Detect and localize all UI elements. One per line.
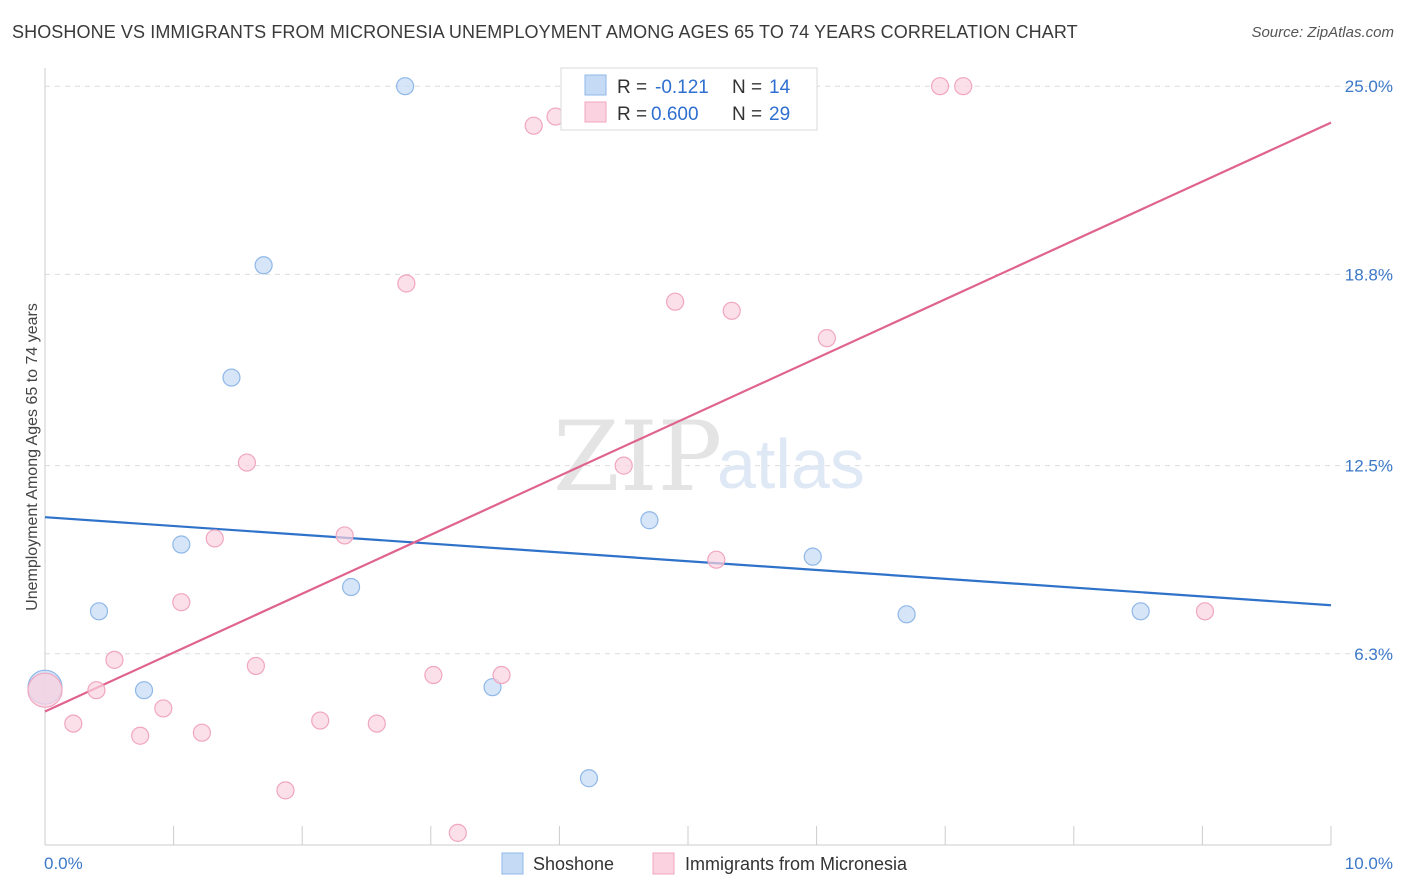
point-micronesia-13 — [335, 526, 354, 545]
source-credit: Source: ZipAtlas.com — [1251, 24, 1394, 41]
legend-r-value-2: 0.600 — [651, 104, 699, 125]
point-shoshone-4 — [222, 368, 241, 387]
point-micronesia-16 — [424, 665, 443, 685]
axes — [44, 68, 1332, 846]
point-micronesia-3 — [105, 650, 124, 669]
stats-legend: R = -0.121 N = 14 R = 0.600 N = 29 — [560, 67, 818, 131]
point-shoshone-1 — [89, 602, 109, 621]
legend-micronesia: Immigrants from Micronesia — [685, 854, 908, 874]
point-micronesia-22 — [666, 292, 685, 311]
point-shoshone-7 — [395, 77, 415, 96]
bottom-swatch-shoshone — [501, 852, 524, 875]
point-shoshone-11 — [803, 547, 822, 566]
trend-lines — [44, 121, 1332, 713]
trend-line-micronesia — [44, 121, 1332, 713]
y-tick-label-3: 25.0% — [1345, 77, 1393, 96]
point-micronesia-21 — [614, 456, 633, 475]
legend-r-label-1: R = — [617, 77, 647, 98]
point-micronesia-10 — [246, 656, 266, 676]
watermark-zip: ZIP — [553, 401, 722, 513]
y-tick-labels: 6.3% 12.5% 18.8% 25.0% — [1345, 77, 1393, 664]
legend-n-value-1: 14 — [769, 77, 791, 98]
point-shoshone-12 — [897, 605, 916, 624]
point-micronesia-7 — [192, 723, 211, 742]
point-micronesia-24 — [722, 301, 741, 320]
point-shoshone-8 — [483, 678, 502, 697]
point-micronesia-6 — [172, 593, 191, 612]
bottom-swatch-micronesia — [652, 852, 675, 875]
point-shoshone-10 — [640, 511, 659, 530]
point-micronesia-15 — [397, 274, 416, 293]
x-tick-right: 10.0% — [1345, 854, 1393, 873]
point-micronesia-2 — [87, 681, 106, 700]
legend-swatch-micronesia — [584, 101, 607, 123]
point-micronesia-9 — [237, 453, 257, 472]
data-points — [27, 77, 1215, 842]
point-shoshone-3 — [172, 535, 191, 554]
x-tick-left: 0.0% — [44, 854, 83, 873]
legend-n-value-2: 29 — [769, 104, 790, 125]
legend-r-value-1: -0.121 — [655, 77, 709, 98]
point-micronesia-17 — [448, 823, 467, 842]
point-micronesia-14 — [367, 714, 386, 733]
legend-r-label-2: R = — [617, 104, 647, 125]
point-shoshone-9 — [579, 769, 599, 788]
point-micronesia-19 — [524, 116, 543, 135]
point-micronesia-0 — [27, 672, 63, 708]
point-micronesia-23 — [707, 550, 726, 569]
legend-n-label-2: N = — [732, 104, 762, 125]
point-shoshone-13 — [1131, 602, 1150, 621]
point-micronesia-27 — [954, 77, 973, 96]
point-shoshone-5 — [254, 256, 273, 275]
watermark: ZIP atlas — [553, 401, 865, 513]
point-micronesia-25 — [817, 329, 836, 348]
watermark-atlas: atlas — [717, 425, 865, 503]
legend-n-label-1: N = — [732, 77, 762, 98]
point-micronesia-8 — [205, 529, 224, 548]
y-tick-label-1: 12.5% — [1345, 457, 1393, 476]
point-micronesia-18 — [492, 665, 511, 685]
x-tick-labels: 0.0% 10.0% — [44, 854, 1393, 873]
point-micronesia-5 — [154, 699, 173, 718]
point-micronesia-12 — [311, 711, 330, 730]
point-micronesia-28 — [1195, 602, 1215, 621]
trend-line-shoshone — [44, 516, 1332, 607]
y-axis-label: Unemployment Among Ages 65 to 74 years — [24, 303, 41, 611]
y-tick-label-2: 18.8% — [1345, 265, 1393, 284]
chart-title: SHOSHONE VS IMMIGRANTS FROM MICRONESIA U… — [12, 22, 1078, 42]
series-legend: Shoshone Immigrants from Micronesia — [501, 852, 908, 875]
legend-swatch-shoshone — [584, 74, 607, 96]
point-micronesia-4 — [131, 726, 150, 745]
y-tick-label-0: 6.3% — [1354, 645, 1393, 664]
point-micronesia-26 — [930, 77, 950, 96]
point-shoshone-6 — [341, 577, 361, 597]
point-micronesia-1 — [64, 714, 83, 733]
legend-shoshone: Shoshone — [533, 854, 614, 874]
grid-lines — [45, 85, 1393, 655]
point-micronesia-11 — [276, 781, 295, 800]
point-shoshone-2 — [134, 681, 154, 700]
